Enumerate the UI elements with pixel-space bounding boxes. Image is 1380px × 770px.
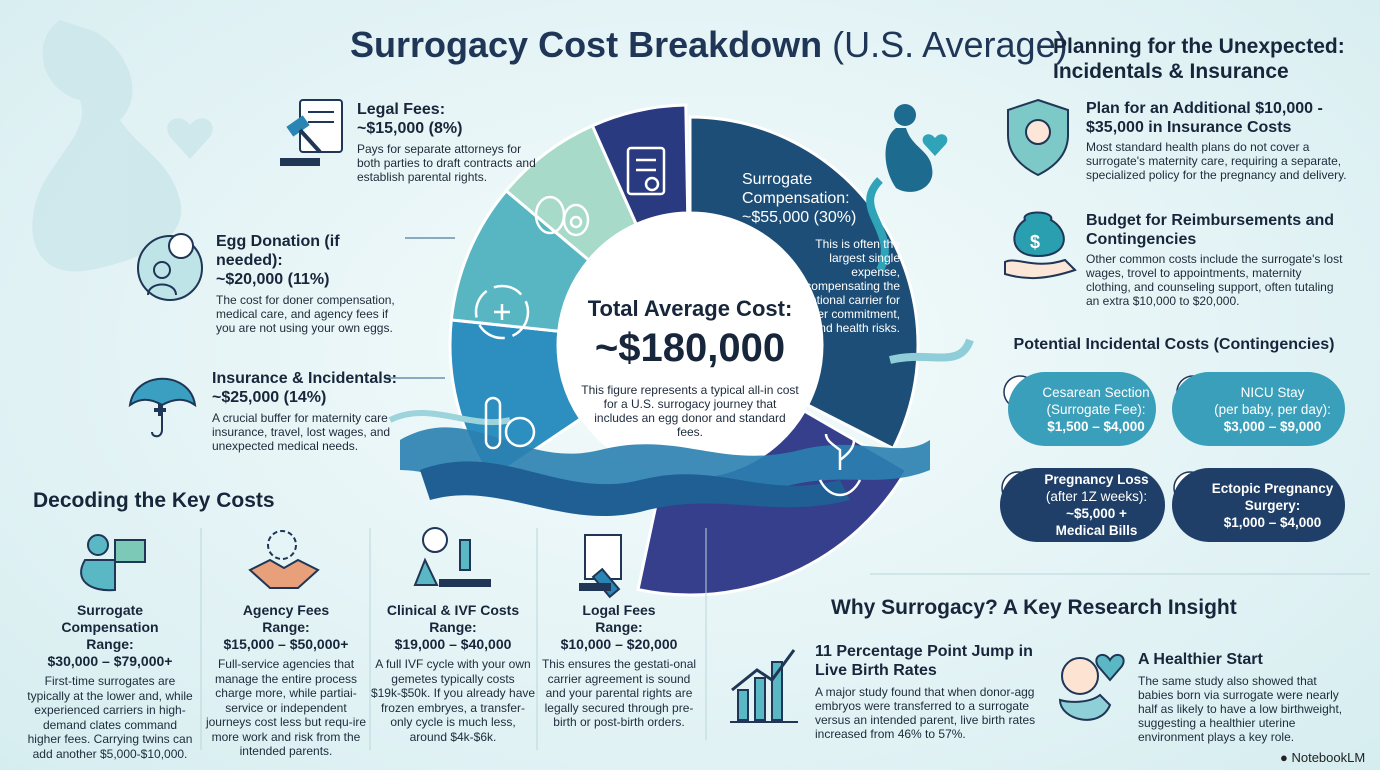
incidental-pill: Pregnancy Loss (after 1Z weeks): ~$5,000… [1000,468,1165,542]
pill-value: ~$5,000 + Medical Bills [1055,506,1138,538]
footer-brand: ● NotebookLM [1280,750,1366,765]
research-text: The same study also showed that babies b… [1138,674,1343,744]
incidental-pill: Ectopic Pregnancy Surgery: $1,000 – $4,0… [1172,468,1345,542]
research-item: A Healthier Start The same study also sh… [1138,650,1348,744]
column-range-label: Range: [429,619,477,635]
surrogate-callout: Surrogate Compensation: ~$55,000 (30%) T… [742,170,900,335]
column-title: Logal Fees [582,602,656,618]
plan-title: Plan for an Additional $10,000 - $35,000… [1086,100,1323,136]
cost-column: Agency Fees Range: $15,000 – $50,000+ Fu… [203,602,369,759]
callout-text: This is often the largest single expense… [783,237,900,335]
column-range: $19,000 – $40,000 [394,636,512,652]
callout-title: Insurance & Incidentals: [212,370,397,387]
callout-amount: ~$15,000 (8%) [357,120,463,137]
cost-column: Surrogate Compensation Range: $30,000 – … [27,602,193,761]
pill-value: $1,500 – $4,000 [1047,418,1145,434]
cost-column: Clinical & IVF Costs Range: $19,000 – $4… [370,602,536,744]
callout-title: Surrogate Compensation: [742,171,850,207]
section-title: Decoding the Key Costs [33,489,275,512]
pill-title: Ectopic Pregnancy Surgery: [1211,480,1334,513]
total-note: This figure represents a typical all-in … [581,383,799,439]
callout-text: The cost for doner compensation, medical… [216,293,395,335]
plan-text: Most standard health plans do not cover … [1086,140,1347,182]
cost-column: Logal Fees Range: $10,000 – $20,000 This… [536,602,702,730]
egg-callout: Egg Donation (if needed): ~$20,000 (11%)… [216,232,406,335]
incidental-pill: Cesarean Section (Surrogate Fee): $1,500… [1008,372,1156,446]
section-title: Planning for the Unexpected: Incidentals… [1053,35,1345,83]
column-title: Agency Fees [242,602,330,618]
callout-title: Legal Fees: [357,101,446,118]
column-range-label: Range: [262,619,310,635]
title-main: Surrogacy Cost Breakdown [350,24,823,65]
callout-title: Egg Donation (if needed): [216,233,340,269]
title-suffix: (U.S. Average) [832,24,1068,65]
decoding-icons [80,527,622,599]
research-title: 11 Percentage Point Jump in Live Birth R… [815,643,1033,679]
total-value: ~$180,000 [594,326,786,370]
donut-center [558,213,822,477]
total-cost: Total Average Cost: ~$180,000 This figur… [570,296,810,439]
callout-text: A crucial buffer for maternity care insu… [212,411,391,453]
column-range: $10,000 – $20,000 [560,636,678,652]
column-range-label: Range: [595,619,643,635]
column-title: Clinical & IVF Costs [386,602,520,618]
mother-icon [866,104,948,272]
plan-item: Plan for an Additional $10,000 - $35,000… [1086,99,1356,182]
segment-icons [474,146,862,497]
research-icons [730,649,1125,723]
callout-text: Pays for separate attorneys for both par… [357,142,536,184]
column-text: This ensures the gestati-onal carrier ag… [541,657,697,729]
column-range: $15,000 – $50,000+ [223,636,349,652]
silhouette-decor [32,20,213,272]
column-text: First-time surrogates are typically at t… [27,674,193,761]
research-title: A Healthier Start [1138,651,1263,668]
legal-icon [280,99,343,166]
pill-subtitle: (per baby, per day): [1214,401,1331,417]
egg-icon [137,233,203,301]
column-text: Full-service agencies that manage the en… [205,657,367,758]
callout-amount: ~$20,000 (11%) [216,271,330,288]
planning-icons: $ [1004,98,1077,280]
page-title: Surrogacy Cost Breakdown (U.S. Average) [350,24,1068,66]
incidentals-title: Potential Incidental Costs (Contingencie… [1013,336,1335,353]
dollar-sign: $ [1030,232,1040,252]
insurance-callout: Insurance & Incidentals: ~$25,000 (14%) … [212,369,397,453]
pill-value: $1,000 – $4,000 [1223,514,1322,530]
column-title: Surrogate Compensation [61,602,159,635]
incidental-pill: NICU Stay (per baby, per day): $3,000 – … [1172,372,1345,446]
column-range-label: Range: [86,636,134,652]
pill-subtitle: (after 1Z weeks): [1045,489,1148,504]
umbrella-icon [128,377,197,438]
brand-name: NotebookLM [1291,750,1366,765]
pill-subtitle: (Surrogate Fee): [1046,401,1146,417]
section-title: Why Surrogacy? A Key Research Insight [831,596,1237,619]
column-dividers [200,528,707,750]
plan-item: Budget for Reimbursements and Contingenc… [1086,211,1348,308]
research-text: A major study found that when donor-agg … [815,685,1036,741]
callout-amount: ~$55,000 (30%) [742,209,857,226]
column-text: A full IVF cycle with your own gemetes t… [370,657,536,744]
research-item: 11 Percentage Point Jump in Live Birth R… [815,642,1040,741]
column-range: $30,000 – $79,000+ [47,653,173,669]
legal-callout: Legal Fees: ~$15,000 (8%) Pays for separ… [357,100,542,184]
pill-title: Cesarean Section [1042,384,1150,400]
plan-text: Other common costs include the surrogate… [1086,252,1343,308]
plan-title: Budget for Reimbursements and Contingenc… [1086,212,1335,248]
pill-title: Pregnancy Loss [1044,472,1149,487]
total-label: Total Average Cost: [587,296,793,321]
pill-value: $3,000 – $9,000 [1223,418,1322,434]
callout-amount: ~$25,000 (14%) [212,389,327,406]
waves [388,338,974,516]
pill-title: NICU Stay [1240,384,1305,400]
